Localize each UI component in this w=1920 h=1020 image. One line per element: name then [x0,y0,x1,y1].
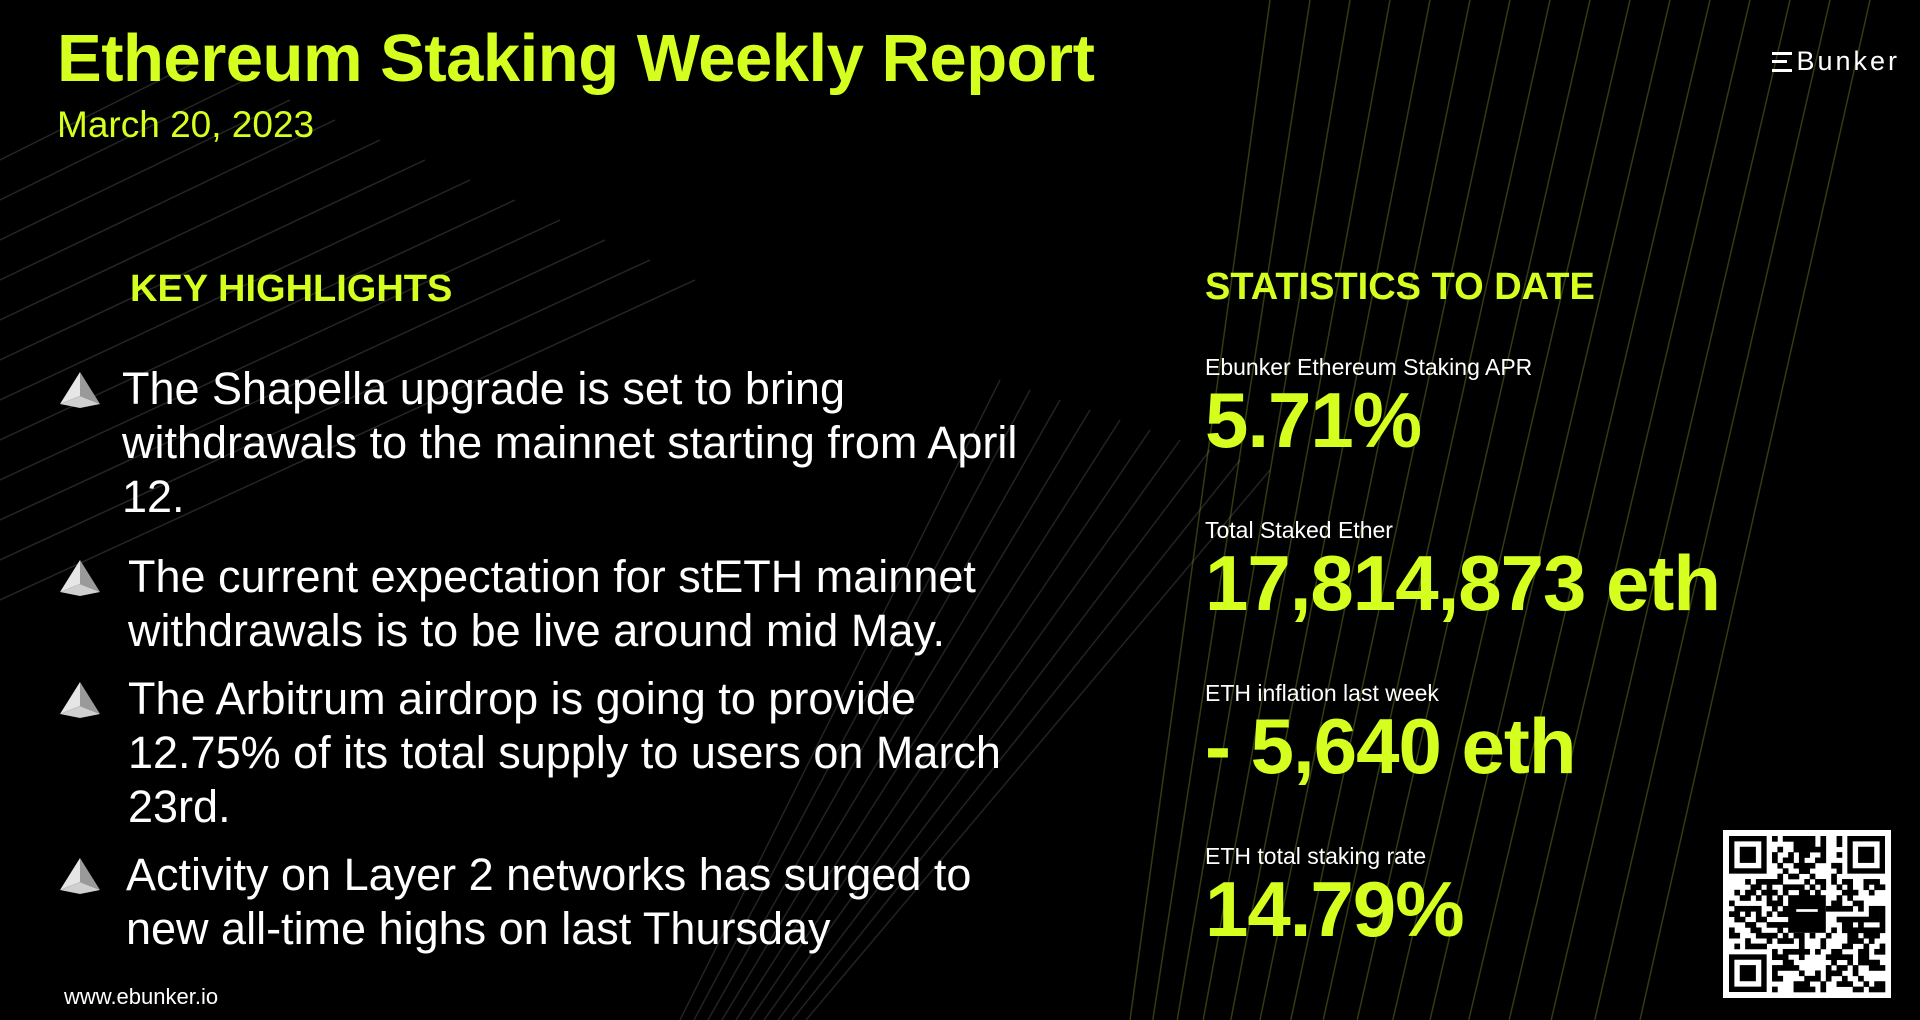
stat-label: ETH inflation last week [1205,680,1439,706]
stat-label: Total Staked Ether [1205,517,1393,543]
logo-text: Bunker [1796,46,1900,76]
stat-apr: Ebunker Ethereum Staking APR 5.71% [1205,354,1532,466]
stat-value: 17,814,873 eth [1205,539,1721,627]
stat-inflation: ETH inflation last week - 5,640 eth [1205,680,1577,792]
ethereum-bullet-icon [60,858,100,894]
stat-label: Ebunker Ethereum Staking APR [1205,354,1533,380]
stat-label: ETH total staking rate [1205,843,1427,869]
stat-staking-rate: ETH total staking rate 14.79% [1205,843,1465,955]
report-date: March 20, 2023 [57,104,315,145]
ebunker-logo: Bunker [1772,46,1900,77]
highlight-item: The Arbitrum airdrop is going to provide… [58,672,1068,834]
ethereum-bullet-icon [60,372,100,408]
key-highlights-heading: KEY HIGHLIGHTS [130,268,453,310]
ethereum-bullet-icon [60,560,100,596]
highlight-item: The current expectation for stETH mainne… [58,550,1088,658]
stat-value: 14.79% [1205,865,1465,953]
ebunker-logo-icon [1772,51,1793,72]
stat-value: - 5,640 eth [1205,702,1577,790]
statistics-heading: STATISTICS TO DATE [1205,266,1595,308]
highlight-text: The Shapella upgrade is set to bring wit… [122,363,1018,522]
stat-total-staked: Total Staked Ether 17,814,873 eth [1205,517,1721,629]
qr-code [1723,830,1891,998]
highlight-item: Activity on Layer 2 networks has surged … [58,848,1066,956]
page-title: Ethereum Staking Weekly Report [57,21,1095,96]
ethereum-bullet-icon [60,682,100,718]
website-link[interactable]: www.ebunker.io [64,984,219,1009]
highlight-text: Activity on Layer 2 networks has surged … [126,849,972,954]
highlight-item: The Shapella upgrade is set to bring wit… [58,362,1022,524]
highlight-text: The Arbitrum airdrop is going to provide… [128,673,1001,832]
highlight-text: The current expectation for stETH mainne… [128,551,976,656]
stat-value: 5.71% [1205,376,1422,464]
